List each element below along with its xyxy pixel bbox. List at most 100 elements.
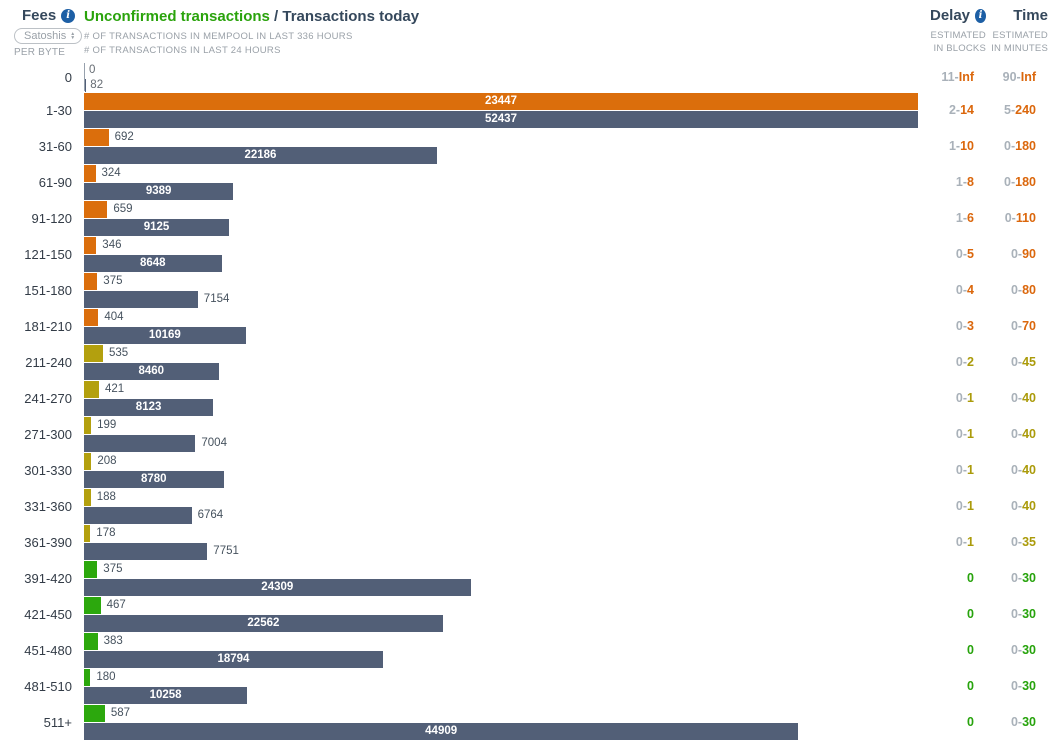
time-value-max: 40 <box>1022 427 1036 441</box>
time-value: 0-30 <box>974 715 1048 729</box>
delay-value-max: 2 <box>967 355 974 369</box>
time-value-min: 0- <box>1004 175 1016 189</box>
delay-info-icon[interactable]: i <box>975 8 986 23</box>
time-value-min: 0- <box>1010 499 1023 513</box>
fee-range-label: 0 <box>64 69 72 85</box>
delay-value-min: 0- <box>955 499 968 513</box>
delay-value-min: 2- <box>948 103 961 117</box>
mempool-bar <box>84 308 99 326</box>
today-bar: 9389 <box>84 182 234 200</box>
delay-value-max: Inf <box>958 70 974 84</box>
mempool-barline: 375 <box>84 272 918 290</box>
time-value-min: 90- <box>1002 70 1021 84</box>
delay-value-max: 4 <box>967 283 974 297</box>
today-bar <box>84 506 192 524</box>
delay-value-max: 1 <box>967 499 974 513</box>
mempool-value-label: 375 <box>103 275 123 287</box>
mempool-bar <box>84 632 98 650</box>
today-value-label: 6764 <box>197 509 224 521</box>
delay-value-max: 5 <box>967 247 974 261</box>
unit-selector[interactable]: Satoshis ▲ ▼ <box>14 28 83 44</box>
mempool-value-label: 659 <box>113 203 133 215</box>
mempool-bar <box>84 596 101 614</box>
mempool-value-label: 208 <box>97 455 117 467</box>
mempool-value-label: 199 <box>97 419 117 431</box>
fee-row: 181-210 404 10169 0-3 0-70 <box>0 308 1060 344</box>
mempool-barline: 208 <box>84 452 918 470</box>
delay-value-min: 0- <box>955 355 968 369</box>
mempool-value-label: 188 <box>96 491 116 503</box>
today-barline: 22186 <box>84 146 918 164</box>
delay-value-max: 0 <box>967 643 974 657</box>
time-value: 0-40 <box>974 391 1048 405</box>
chevron-up-down-icon: ▲ ▼ <box>70 31 76 41</box>
mempool-barline: 421 <box>84 380 918 398</box>
delay-value: 0 <box>918 679 974 693</box>
mempool-value-label: 467 <box>106 599 126 611</box>
today-barline: 7751 <box>84 542 918 560</box>
delay-value: 1-6 <box>918 211 974 225</box>
time-value-max: 45 <box>1022 355 1036 369</box>
today-bar: 22562 <box>84 614 443 632</box>
delay-value: 2-14 <box>918 103 974 117</box>
time-value-min: 0- <box>1010 571 1023 585</box>
time-value: 0-45 <box>974 355 1048 369</box>
delay-value-max: 1 <box>967 535 974 549</box>
bar-group: 587 44909 <box>84 704 918 740</box>
fee-row: 151-180 375 7154 0-4 0-80 <box>0 272 1060 308</box>
delay-value: 0-1 <box>918 427 974 441</box>
fee-row: 0 0 82 11-Inf 90-Inf <box>0 62 1060 92</box>
fee-range-label: 301-330 <box>24 462 72 478</box>
time-value-min: 0- <box>1010 391 1023 405</box>
chart-title: Unconfirmed transactions / Transactions … <box>84 8 930 25</box>
today-bar: 10258 <box>84 686 248 704</box>
mempool-barline: 659 <box>84 200 918 218</box>
today-barline: 44909 <box>84 722 918 740</box>
today-barline: 24309 <box>84 578 918 596</box>
fee-row: 31-60 692 22186 1-10 0-180 <box>0 128 1060 164</box>
mempool-value-label: 692 <box>114 131 134 143</box>
time-value-min: 0- <box>1004 139 1016 153</box>
delay-value-max: 1 <box>967 463 974 477</box>
time-value: 0-30 <box>974 607 1048 621</box>
delay-value: 0-1 <box>918 391 974 405</box>
fee-row: 211-240 535 8460 0-2 0-45 <box>0 344 1060 380</box>
delay-value-min: 0- <box>955 283 968 297</box>
fees-info-icon[interactable]: i <box>61 8 76 23</box>
today-barline: 52437 <box>84 110 918 128</box>
mempool-bar <box>84 704 105 722</box>
fee-row: 91-120 659 9125 1-6 0-110 <box>0 200 1060 236</box>
fee-range-label: 181-210 <box>24 318 72 334</box>
today-bar: 8460 <box>84 362 219 380</box>
chart-subtitle-mempool: # OF TRANSACTIONS IN MEMPOOL IN LAST 336… <box>84 31 353 42</box>
delay-value-min: 0- <box>955 427 968 441</box>
fees-label: Fees <box>22 7 57 24</box>
delay-value: 0-2 <box>918 355 974 369</box>
today-bar <box>84 290 198 308</box>
time-value-max: 30 <box>1022 715 1036 729</box>
fees-column-header: Fees i Satoshis ▲ ▼ PER BYTE <box>0 7 84 58</box>
time-value: 0-80 <box>974 283 1048 297</box>
time-value-max: 40 <box>1022 499 1036 513</box>
mempool-bar <box>84 164 96 182</box>
fee-range-label: 151-180 <box>24 282 72 298</box>
time-value-max: 180 <box>1015 139 1036 153</box>
delay-value: 0-1 <box>918 535 974 549</box>
time-value-min: 0- <box>1010 535 1023 549</box>
today-barline: 6764 <box>84 506 918 524</box>
mempool-value-label: 346 <box>102 239 122 251</box>
mempool-barline: 23447 <box>84 92 918 110</box>
time-value-max: 35 <box>1022 535 1036 549</box>
fee-row: 241-270 421 8123 0-1 0-40 <box>0 380 1060 416</box>
mempool-barline: 383 <box>84 632 918 650</box>
time-value-min: 0- <box>1004 211 1016 225</box>
mempool-bar <box>84 488 91 506</box>
bar-group: 23447 52437 <box>84 92 918 128</box>
time-value-min: 0- <box>1010 247 1023 261</box>
fee-range-label: 31-60 <box>38 138 72 154</box>
mempool-bar: 23447 <box>84 92 918 110</box>
bar-group: 0 82 <box>84 63 918 92</box>
time-value-max: 30 <box>1022 643 1036 657</box>
bar-group: 421 8123 <box>84 380 918 416</box>
time-value-max: 180 <box>1015 175 1036 189</box>
